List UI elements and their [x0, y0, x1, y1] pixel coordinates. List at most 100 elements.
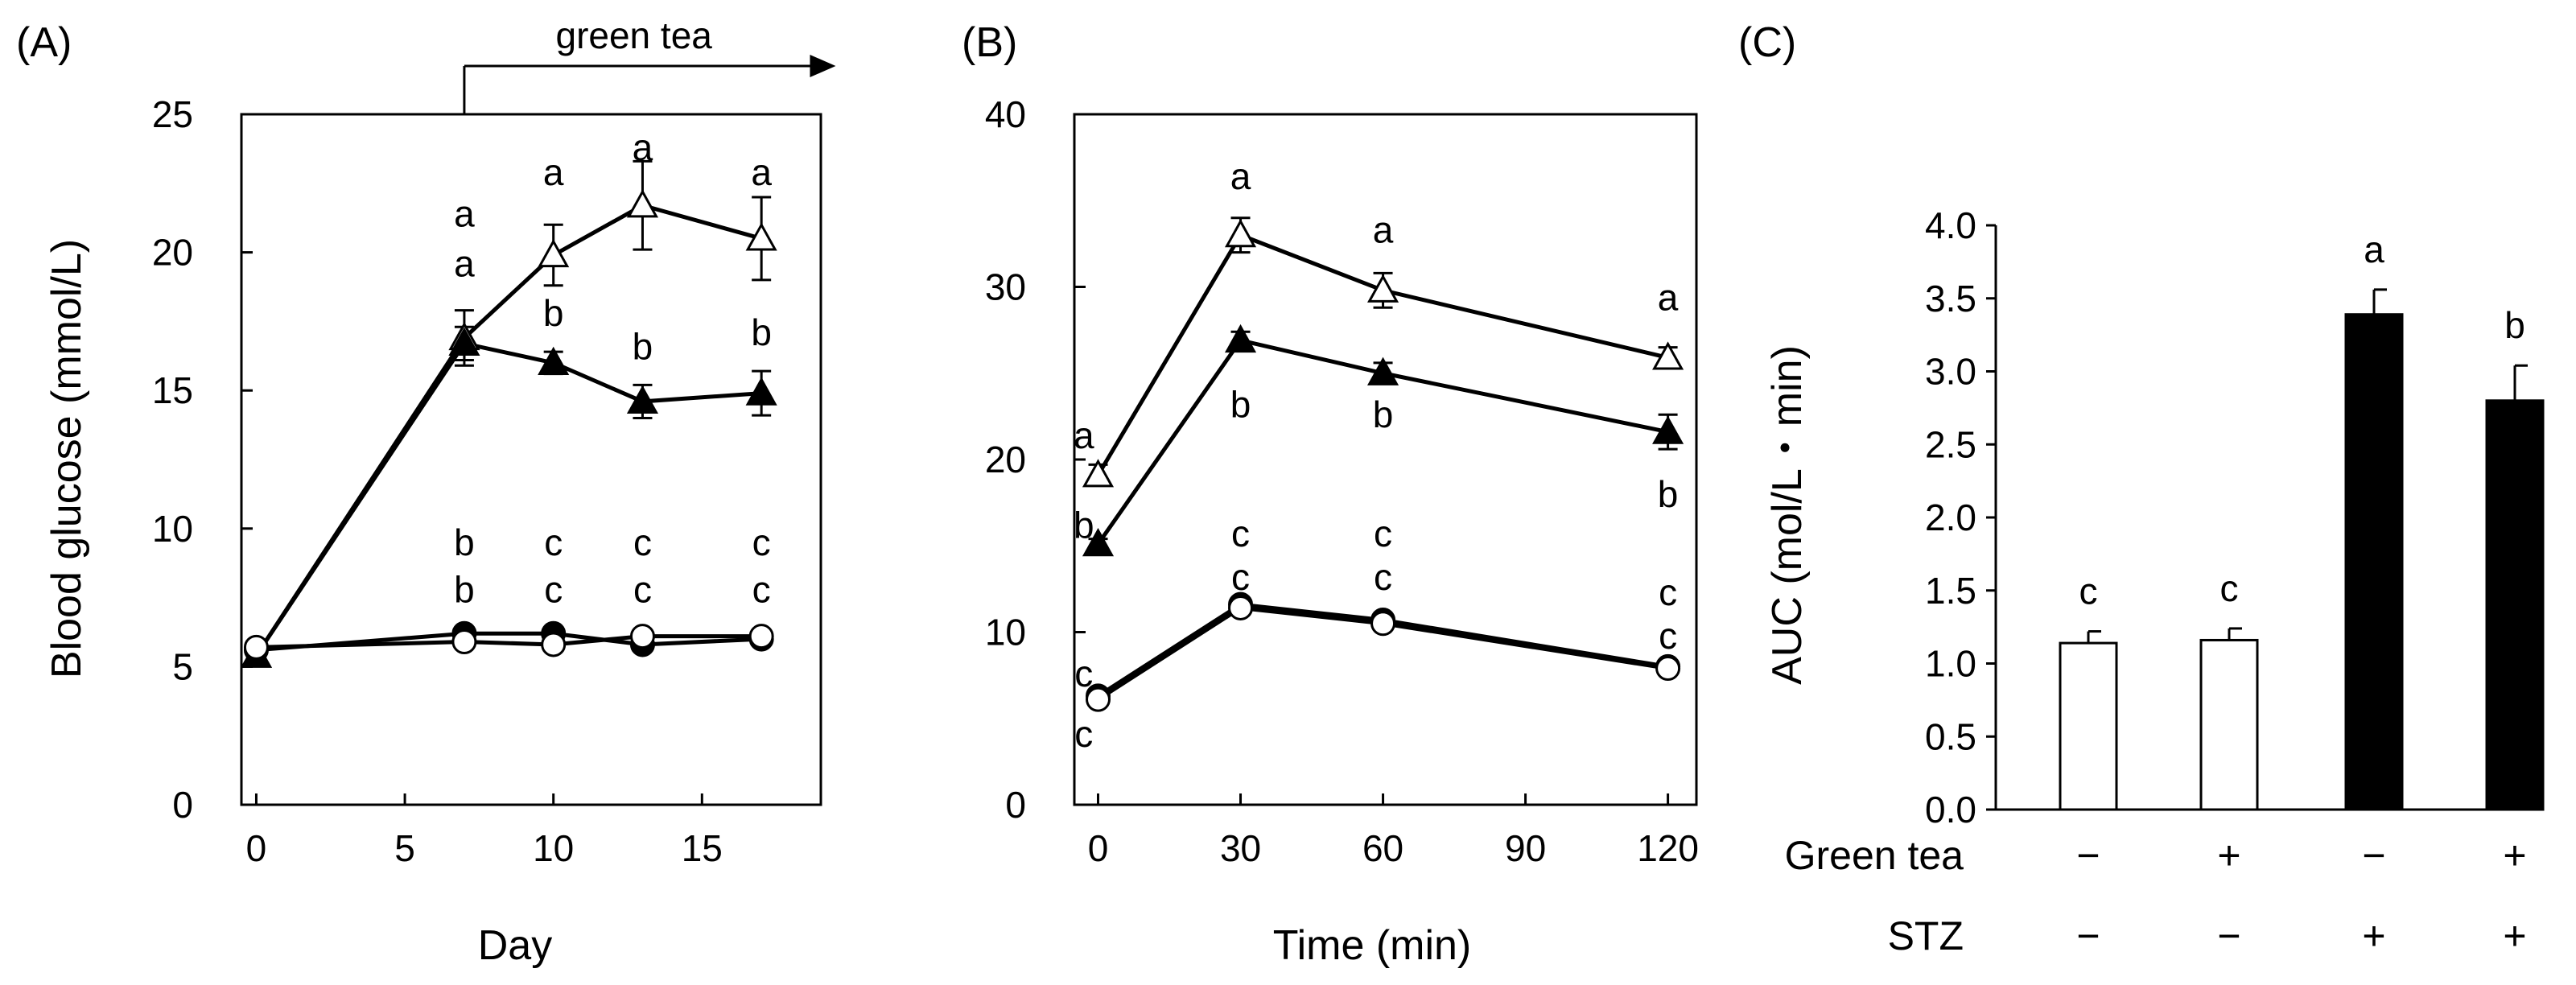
panel-b-significance-letter: a — [1658, 276, 1679, 318]
panel-c-significance-letter: c — [2220, 567, 2239, 609]
panel-c-y-tick-label: 0.0 — [1925, 789, 1976, 830]
panel-a-significance-letter: b — [543, 292, 564, 334]
panel-a-series-1-point — [538, 346, 570, 375]
panel-a-series-0-point — [626, 189, 659, 218]
panel-b-series-3-point — [1655, 656, 1681, 682]
panel-a-x-tick-label: 5 — [394, 827, 415, 869]
panel-c-bar — [2059, 641, 2118, 811]
panel-b-label: (B) — [962, 19, 1017, 66]
panel-b-x-tick-label: 90 — [1505, 827, 1546, 869]
panel-a-significance-letter: a — [454, 242, 475, 284]
green-tea-annotation-label: green tea — [555, 14, 712, 56]
panel-b-significance-letter: c — [1374, 513, 1392, 554]
panel-b-y-tick-label: 10 — [985, 612, 1026, 653]
panel-a-series-1-line — [254, 341, 762, 657]
factor-row-0-sign: + — [2217, 833, 2240, 878]
panel-a-x-axis-title: Day — [478, 922, 552, 969]
panel-a-significance-letter: c — [633, 521, 652, 563]
panel-a-significance-letter: b — [454, 521, 475, 563]
factor-row-1-sign: + — [2503, 913, 2526, 958]
green-tea-arrow-head — [810, 55, 836, 77]
panel-a-y-tick-label: 0 — [172, 784, 193, 826]
panel-b-series-1-point — [1652, 415, 1684, 444]
panel-c-chart: (C) 0.0 0.5 1.0 1.5 2.0 2.5 3.0 3.5 4.0 c c a b AUC… — [1738, 19, 2545, 958]
panel-b-x-tick-label: 30 — [1220, 827, 1261, 869]
panel-b-significance-letter: b — [1373, 394, 1394, 435]
panel-c-bar — [2485, 399, 2545, 811]
panel-b-x-axis-title: Time (min) — [1273, 922, 1472, 969]
panel-b-series-0-point — [1652, 341, 1684, 370]
panel-b-significance-letter: b — [1230, 383, 1251, 425]
panel-c-significance-letter: c — [2079, 571, 2098, 612]
panel-b-series-1-line — [1096, 338, 1669, 546]
panel-a-significance-letter: a — [751, 151, 772, 193]
panel-b-series-1-point — [1224, 324, 1257, 353]
panel-b-y-tick-label: 20 — [985, 439, 1026, 480]
panel-b-series-3-point — [1228, 595, 1254, 620]
panel-c-y-tick-label: 4.0 — [1925, 204, 1976, 246]
panel-a-series-3-point — [748, 624, 774, 649]
panel-a-series-0-point — [538, 238, 570, 268]
panel-a-significance-letter: a — [454, 193, 475, 235]
panel-a-series-3-point — [541, 632, 567, 657]
panel-a-series-1-point — [448, 327, 480, 356]
panel-b-significance-letter: b — [1658, 473, 1679, 515]
panel-c-bar — [2199, 638, 2259, 811]
factor-row-1-label: STZ — [1888, 913, 1964, 958]
panel-b-significance-letter: c — [1231, 513, 1250, 554]
panel-a-significance-letter: b — [751, 311, 772, 353]
panel-b-significance-letter: c — [1659, 615, 1677, 657]
factor-row-0-sign: + — [2503, 833, 2526, 878]
panel-c-y-tick-label: 2.0 — [1925, 497, 1976, 538]
panel-b-series-1-point — [1367, 356, 1399, 385]
panel-a-y-tick-label: 15 — [152, 369, 193, 411]
panel-a-plot-frame — [240, 113, 822, 806]
panel-b-significance-letter: c — [1074, 653, 1093, 694]
panel-c-significance-letter: a — [2364, 229, 2384, 270]
panel-a-series-3-point — [629, 624, 655, 649]
panel-a-label: (A) — [16, 19, 72, 66]
panel-b-x-tick-label: 60 — [1362, 827, 1403, 869]
panel-b-series-0-point — [1367, 274, 1399, 303]
panel-c-bar — [2344, 313, 2404, 811]
panel-a-series-3-point — [243, 634, 269, 660]
panel-a-significance-letter: b — [633, 325, 653, 367]
panel-a-significance-letter: c — [544, 568, 563, 610]
panel-c-y-tick-label: 1.0 — [1925, 643, 1976, 685]
panel-b-series-3-line — [1097, 605, 1668, 702]
factor-row-0-label: Green tea — [1785, 833, 1964, 878]
panel-a-x-tick-label: 15 — [682, 827, 723, 869]
panel-b-y-tick-label: 40 — [985, 93, 1026, 135]
panel-b-significance-letter: a — [1230, 155, 1251, 197]
panel-b-series-0-line — [1096, 233, 1669, 476]
panel-b-significance-letter: c — [1374, 556, 1392, 598]
panel-b-y-tick-label: 0 — [1005, 784, 1026, 826]
panel-b-series-3-point — [1370, 611, 1396, 637]
panel-b-significance-letter: a — [1373, 209, 1394, 251]
panel-b-series-3-point — [1086, 686, 1111, 712]
panel-a-significance-letter: c — [752, 568, 771, 610]
panel-a-x-tick-label: 10 — [533, 827, 574, 869]
panel-a-series-3-point — [451, 629, 477, 655]
panel-b-significance-letter: c — [1231, 556, 1250, 598]
panel-b-series-0-point — [1082, 459, 1115, 488]
panel-c-y-tick-label: 0.5 — [1925, 715, 1976, 757]
factor-row-1-sign: − — [2076, 913, 2100, 958]
panel-a-significance-letter: a — [543, 151, 564, 193]
panel-a-series-0-point — [745, 222, 777, 251]
panel-c-y-tick-label: 1.5 — [1925, 570, 1976, 612]
panel-b-y-tick-label: 30 — [985, 266, 1026, 308]
panel-b-series-1-point — [1082, 528, 1115, 557]
panel-a-significance-letter: b — [454, 568, 475, 610]
panel-a-y-tick-label: 20 — [152, 232, 193, 274]
panel-c-y-tick-label: 3.5 — [1925, 278, 1976, 319]
panel-b-x-tick-label: 0 — [1088, 827, 1109, 869]
panel-b-significance-letter: b — [1074, 505, 1094, 546]
panel-a-y-tick-label: 5 — [172, 645, 193, 687]
panel-a-series-0-line — [254, 203, 762, 657]
panel-a-series-1-point — [745, 377, 777, 406]
panel-c-y-tick-label: 2.5 — [1925, 423, 1976, 465]
